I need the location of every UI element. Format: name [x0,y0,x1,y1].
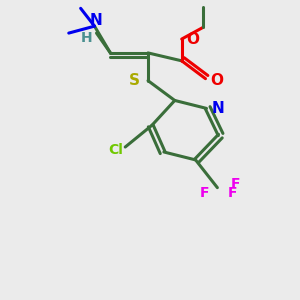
Text: F: F [200,185,209,200]
Text: F: F [231,177,241,191]
Text: O: O [210,73,224,88]
Text: O: O [187,32,200,46]
Text: N: N [212,101,224,116]
Text: N: N [90,13,103,28]
Text: Cl: Cl [108,143,123,157]
Text: H: H [81,31,92,45]
Text: F: F [227,185,237,200]
Text: S: S [129,73,140,88]
